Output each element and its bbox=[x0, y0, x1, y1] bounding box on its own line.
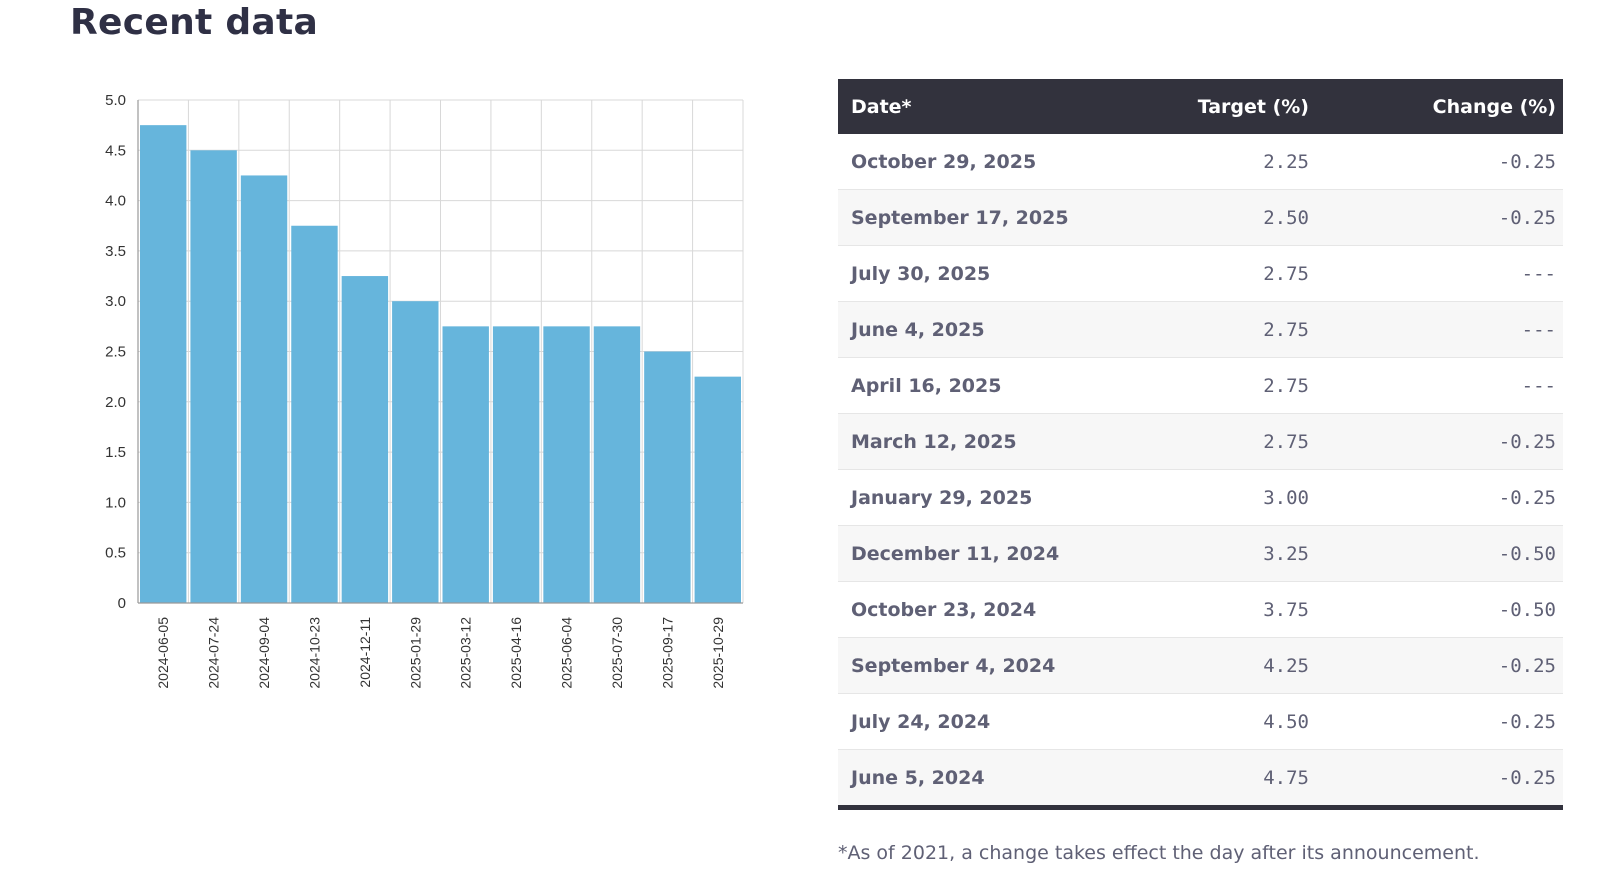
x-tick-label: 2025-06-04 bbox=[559, 617, 575, 689]
row-change: -0.25 bbox=[1343, 749, 1563, 808]
chart-bars bbox=[140, 125, 741, 604]
x-tick-label: 2025-03-12 bbox=[458, 617, 474, 689]
row-date: July 30, 2025 bbox=[838, 245, 1142, 302]
x-tick-label: 2025-04-16 bbox=[508, 617, 524, 689]
table-row: October 23, 2024 3.75 -0.50 bbox=[838, 581, 1563, 638]
table-row: April 16, 2025 2.75 --- bbox=[838, 357, 1563, 414]
bar bbox=[190, 150, 237, 604]
row-target: 4.75 bbox=[1141, 749, 1343, 808]
row-date: June 5, 2024 bbox=[838, 749, 1142, 808]
y-tick-label: 1.0 bbox=[105, 494, 126, 511]
x-tick-label: 2025-09-17 bbox=[659, 617, 675, 689]
row-change: -0.50 bbox=[1343, 525, 1563, 582]
table-row: July 30, 2025 2.75 --- bbox=[838, 245, 1563, 302]
row-date: March 12, 2025 bbox=[838, 413, 1142, 470]
x-tick-label: 2024-06-05 bbox=[155, 617, 171, 689]
row-change: -0.25 bbox=[1343, 189, 1563, 246]
x-tick-label: 2024-07-24 bbox=[206, 617, 222, 689]
x-tick-label: 2025-07-30 bbox=[609, 617, 625, 689]
y-tick-label: 0 bbox=[118, 595, 126, 612]
table-row: December 11, 2024 3.25 -0.50 bbox=[838, 525, 1563, 582]
row-date: December 11, 2024 bbox=[838, 525, 1142, 582]
table-row: June 4, 2025 2.75 --- bbox=[838, 301, 1563, 358]
rate-table: Date* Target (%) Change (%) October 29, … bbox=[838, 79, 1563, 810]
row-target: 2.75 bbox=[1141, 301, 1343, 358]
bar bbox=[492, 326, 540, 603]
row-change: --- bbox=[1343, 245, 1563, 302]
row-target: 4.25 bbox=[1141, 637, 1343, 694]
table-row: October 29, 2025 2.25 -0.25 bbox=[838, 134, 1563, 190]
header-target: Target (%) bbox=[1141, 79, 1343, 134]
row-change: -0.25 bbox=[1343, 469, 1563, 526]
row-change: --- bbox=[1343, 357, 1563, 414]
row-change: -0.25 bbox=[1343, 693, 1563, 750]
row-target: 3.25 bbox=[1141, 525, 1343, 582]
row-target: 2.75 bbox=[1141, 357, 1343, 414]
table-row: January 29, 2025 3.00 -0.25 bbox=[838, 469, 1563, 526]
row-change: -0.25 bbox=[1343, 134, 1563, 190]
row-change: -0.25 bbox=[1343, 637, 1563, 694]
table-row: June 5, 2024 4.75 -0.25 bbox=[838, 749, 1563, 808]
x-tick-label: 2025-01-29 bbox=[407, 617, 423, 689]
y-axis-ticks: 0 0.5 1.0 1.5 2.0 2.5 3.0 3.5 4.0 4.5 5.0 bbox=[105, 92, 126, 612]
row-target: 2.25 bbox=[1141, 134, 1343, 190]
row-date: January 29, 2025 bbox=[838, 469, 1142, 526]
y-tick-label: 4.5 bbox=[105, 142, 126, 159]
x-tick-label: 2025-10-29 bbox=[710, 617, 726, 689]
table-header-row: Date* Target (%) Change (%) bbox=[838, 79, 1563, 134]
bar bbox=[694, 376, 741, 603]
row-date: September 4, 2024 bbox=[838, 637, 1142, 694]
row-date: April 16, 2025 bbox=[838, 357, 1142, 414]
table-row: March 12, 2025 2.75 -0.25 bbox=[838, 413, 1563, 470]
x-axis-ticks: 2024-06-05 2024-07-24 2024-09-04 2024-10-23… bbox=[155, 617, 726, 689]
page-title: Recent data bbox=[70, 2, 319, 43]
row-date: October 29, 2025 bbox=[838, 134, 1142, 190]
y-tick-label: 3.0 bbox=[105, 293, 126, 310]
y-tick-label: 2.0 bbox=[105, 394, 126, 411]
row-target: 2.75 bbox=[1141, 413, 1343, 470]
row-target: 3.75 bbox=[1141, 581, 1343, 638]
bar bbox=[593, 326, 641, 603]
y-tick-label: 2.5 bbox=[105, 344, 126, 361]
row-date: July 24, 2024 bbox=[838, 693, 1142, 750]
bar bbox=[543, 326, 590, 603]
y-tick-label: 5.0 bbox=[105, 92, 126, 109]
bar bbox=[240, 175, 288, 603]
x-tick-label: 2024-09-04 bbox=[256, 617, 272, 689]
row-target: 2.75 bbox=[1141, 245, 1343, 302]
y-tick-label: 4.0 bbox=[105, 193, 126, 210]
table-row: September 17, 2025 2.50 -0.25 bbox=[838, 189, 1563, 246]
row-target: 3.00 bbox=[1141, 469, 1343, 526]
table-row: July 24, 2024 4.50 -0.25 bbox=[838, 693, 1563, 750]
header-date: Date* bbox=[838, 79, 1142, 134]
row-change: -0.50 bbox=[1343, 581, 1563, 638]
chart-axes bbox=[137, 100, 743, 604]
bar-chart: 0 0.5 1.0 1.5 2.0 2.5 3.0 3.5 4.0 4.5 5.0 2024-06-… bbox=[105, 92, 744, 689]
y-tick-label: 3.5 bbox=[105, 243, 126, 260]
bar bbox=[644, 351, 691, 603]
row-date: October 23, 2024 bbox=[838, 581, 1142, 638]
header-change: Change (%) bbox=[1343, 79, 1563, 134]
footnote: *As of 2021, a change takes effect the d… bbox=[838, 842, 1480, 864]
y-tick-label: 1.5 bbox=[105, 444, 126, 461]
row-target: 2.50 bbox=[1141, 189, 1343, 246]
bar bbox=[341, 276, 389, 603]
y-tick-label: 0.5 bbox=[105, 545, 126, 562]
row-date: September 17, 2025 bbox=[838, 189, 1142, 246]
table-row: September 4, 2024 4.25 -0.25 bbox=[838, 637, 1563, 694]
x-tick-label: 2024-12-11 bbox=[357, 617, 373, 688]
row-change: -0.25 bbox=[1343, 413, 1563, 470]
row-date: June 4, 2025 bbox=[838, 301, 1142, 358]
x-tick-label: 2024-10-23 bbox=[306, 617, 322, 689]
row-change: --- bbox=[1343, 301, 1563, 358]
bar bbox=[291, 225, 338, 603]
bar bbox=[442, 326, 489, 603]
bar bbox=[140, 125, 187, 604]
bar bbox=[392, 301, 439, 603]
row-target: 4.50 bbox=[1141, 693, 1343, 750]
